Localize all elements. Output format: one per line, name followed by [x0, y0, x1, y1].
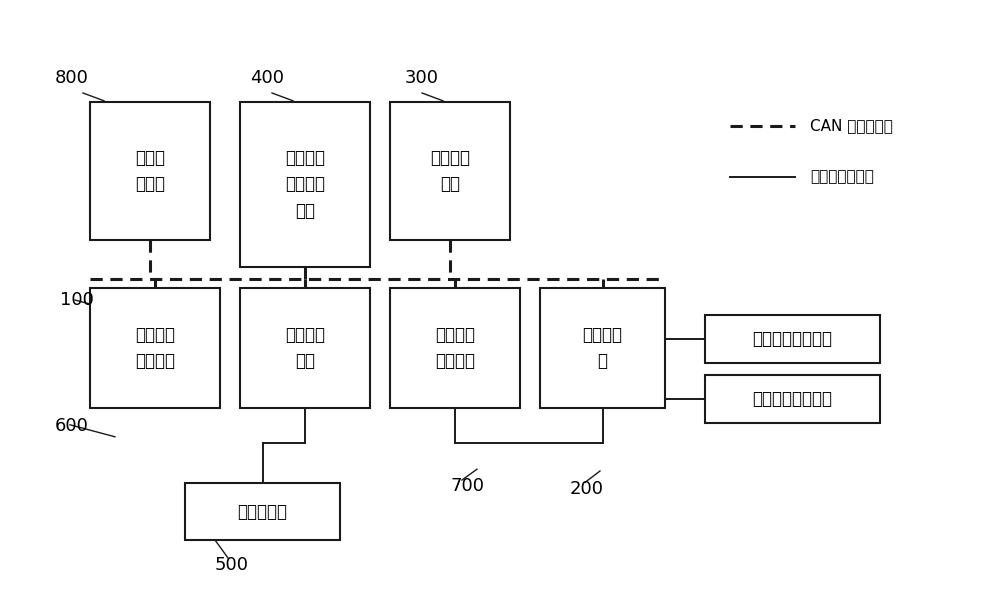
Text: 延时充电
请求控制
单元: 延时充电 请求控制 单元 — [285, 149, 325, 220]
Bar — [185, 483, 340, 540]
Bar — [705, 375, 880, 423]
Bar — [540, 288, 665, 408]
Text: 车速监
控单元: 车速监 控单元 — [135, 149, 165, 193]
Bar — [390, 102, 510, 240]
Bar — [90, 102, 210, 240]
Text: 400: 400 — [250, 69, 284, 87]
Text: 慢充低压信号接口: 慢充低压信号接口 — [753, 390, 832, 408]
Text: 200: 200 — [570, 480, 604, 498]
Bar — [390, 288, 520, 408]
Text: 100: 100 — [60, 291, 94, 309]
Text: 充电控制
器: 充电控制 器 — [582, 326, 622, 370]
Text: 800: 800 — [55, 69, 89, 87]
Bar — [240, 102, 370, 267]
Text: 500: 500 — [215, 556, 249, 574]
Text: 硬线信号连接线: 硬线信号连接线 — [810, 169, 874, 184]
Bar — [705, 315, 880, 363]
Text: 高压电池
管理系统: 高压电池 管理系统 — [135, 326, 175, 370]
Text: 仪表显示
控制单元: 仪表显示 控制单元 — [435, 326, 475, 370]
Text: 600: 600 — [55, 417, 89, 435]
Bar — [240, 288, 370, 408]
Text: 300: 300 — [405, 69, 439, 87]
Text: 整车控制
单元: 整车控制 单元 — [285, 326, 325, 370]
Text: 快充低压信号接口: 快充低压信号接口 — [753, 330, 832, 348]
Text: CAN 网络连接线: CAN 网络连接线 — [810, 118, 893, 133]
Text: 700: 700 — [450, 477, 484, 495]
Bar — [90, 288, 220, 408]
Text: 空调控制
单元: 空调控制 单元 — [430, 149, 470, 193]
Text: 手刹传感器: 手刹传感器 — [238, 502, 288, 520]
